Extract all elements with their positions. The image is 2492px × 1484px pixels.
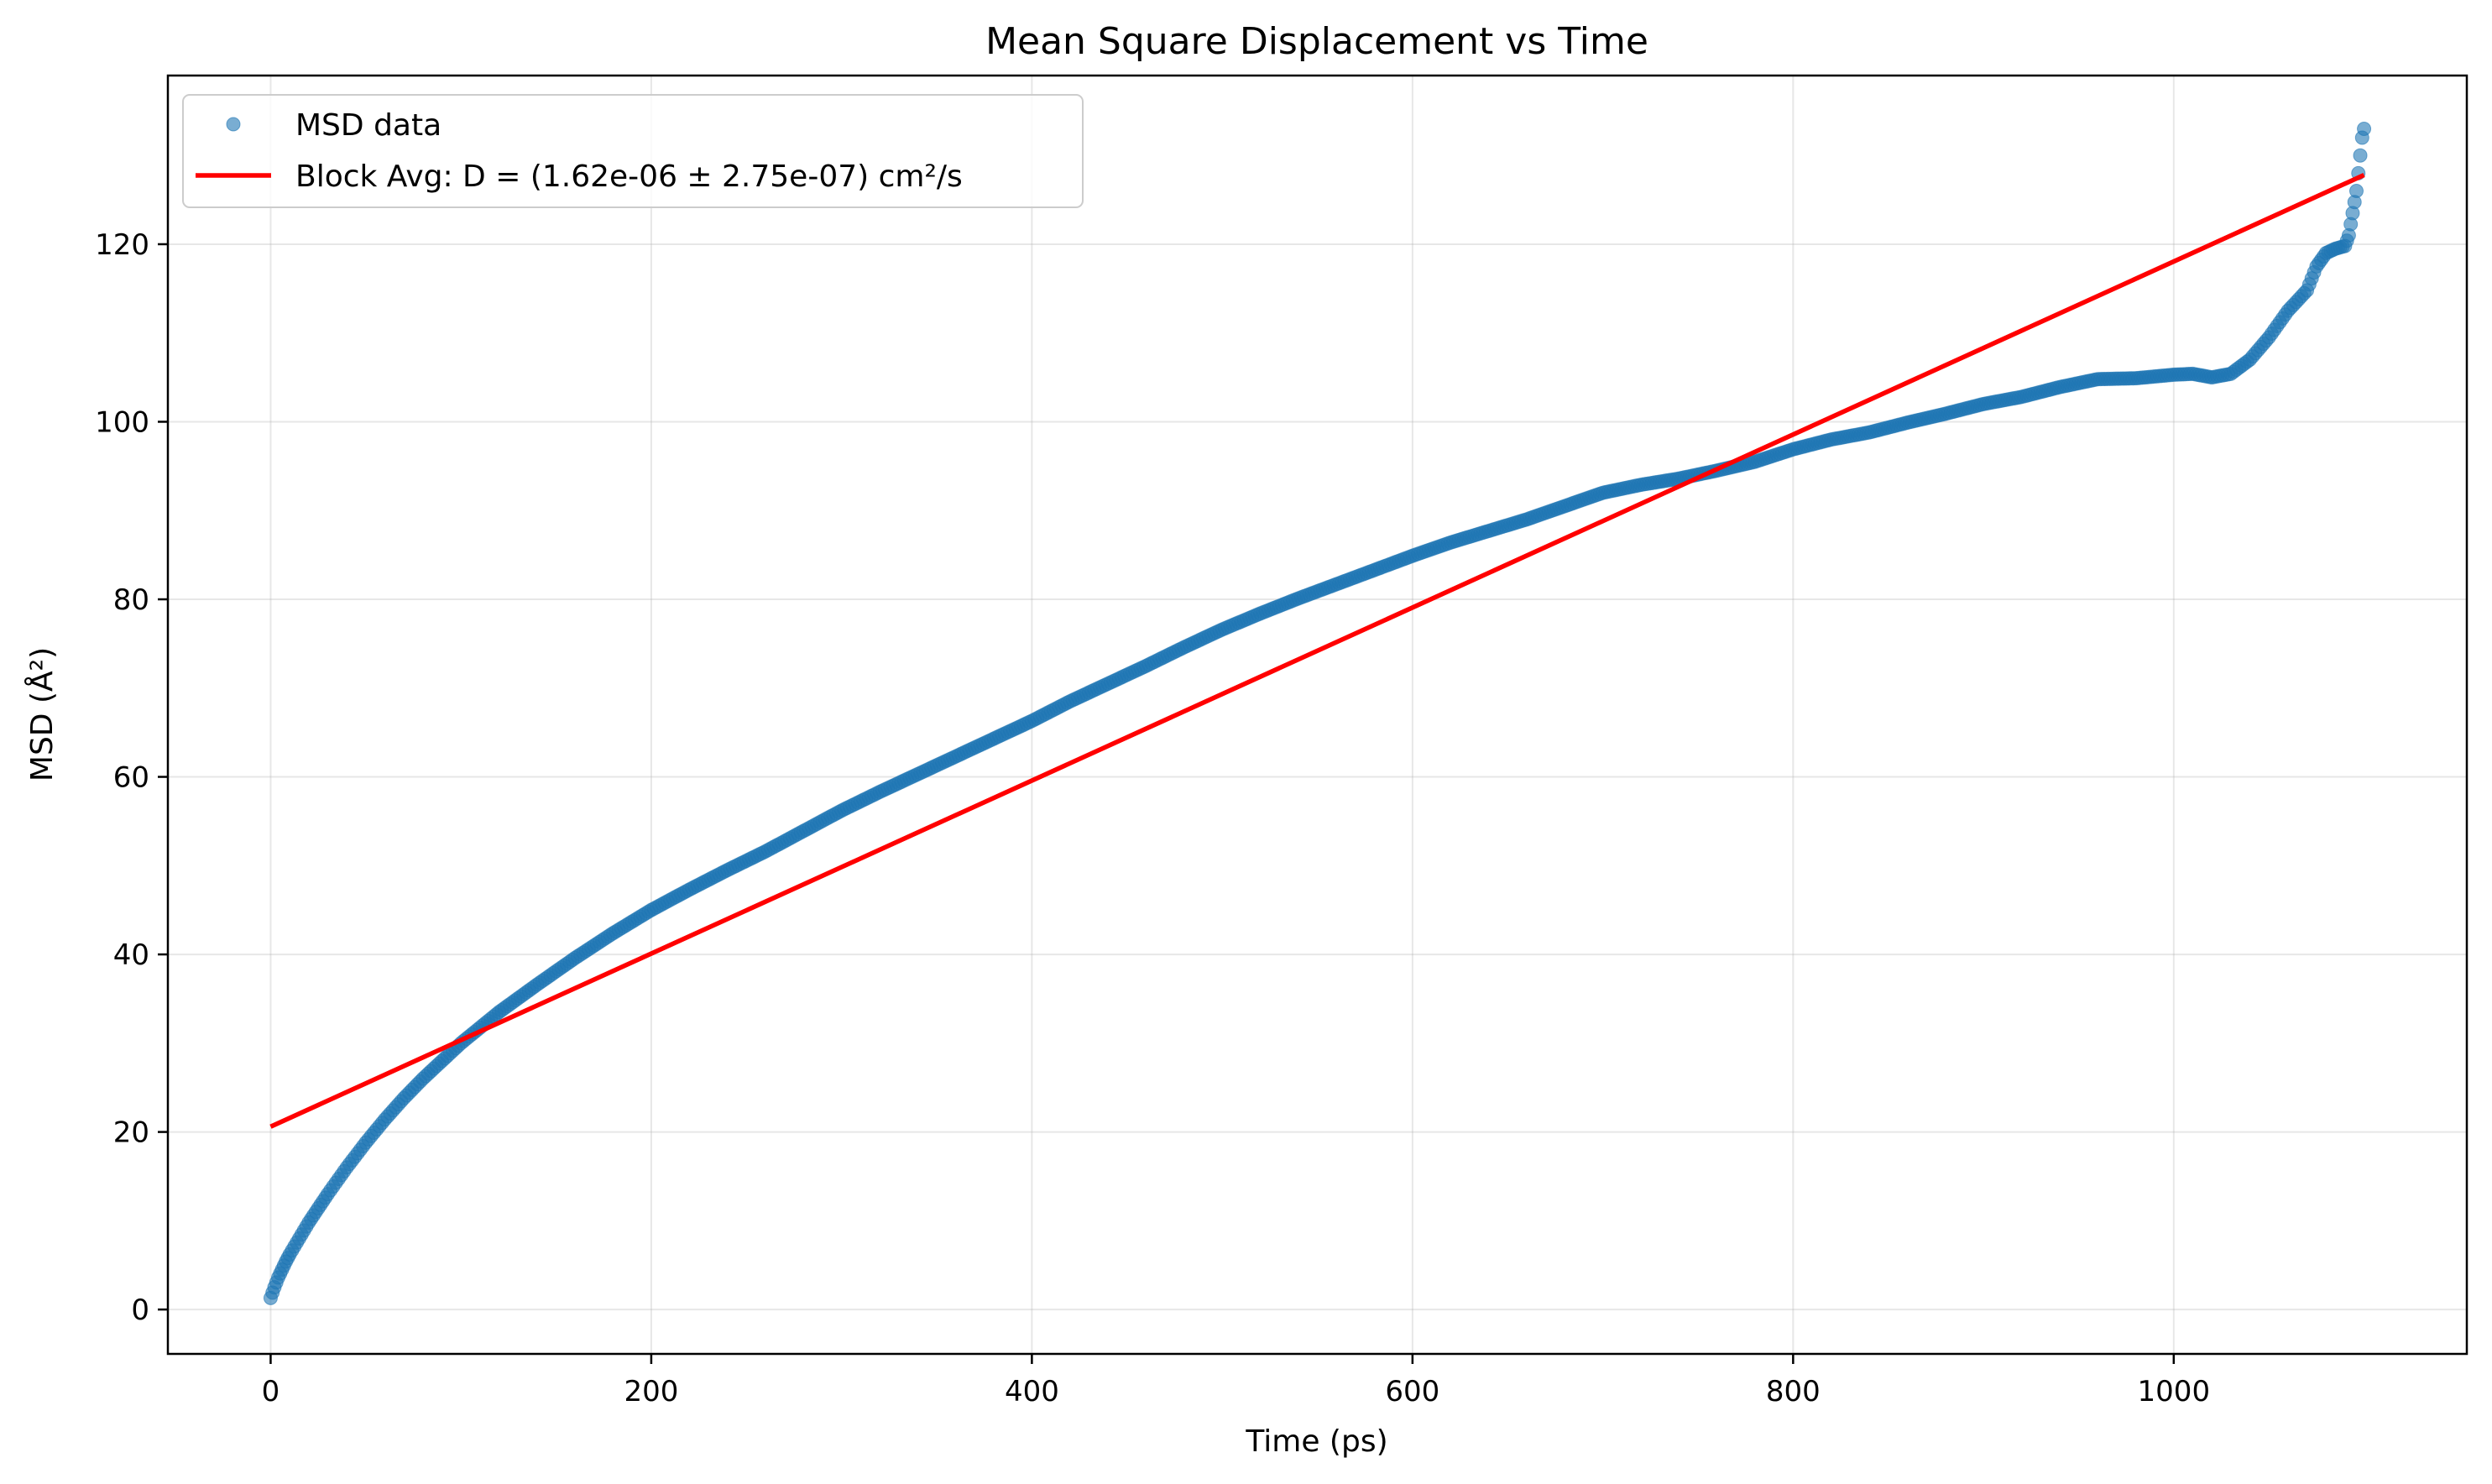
block-average-fit-line (269, 172, 2365, 1129)
x-tick-label: 400 (1005, 1375, 1059, 1408)
msd-data-point (2353, 148, 2368, 163)
x-tick-label: 0 (262, 1375, 280, 1408)
y-tick-label: 20 (113, 1116, 149, 1150)
x-tick-label: 600 (1385, 1375, 1439, 1408)
x-tick-label: 800 (1766, 1375, 1821, 1408)
y-tick-label: 60 (113, 761, 149, 795)
y-tick-label: 40 (113, 938, 149, 972)
axis-ticks: 0 200 400 600 800 1000 0 20 40 60 80 100 120 (95, 228, 2210, 1408)
chart-title: Mean Square Displacement vs Time (985, 20, 1648, 63)
grid (168, 76, 2467, 1354)
x-axis-label: Time (ps) (1245, 1424, 1387, 1459)
legend: MSD data Block Avg: D = (1.62e-06 ± 2.75… (182, 94, 1084, 208)
y-tick-label: 80 (113, 583, 149, 617)
msd-data-point (2357, 121, 2372, 136)
x-tick-label: 200 (624, 1375, 678, 1408)
plot-frame (166, 74, 2468, 1356)
legend-label-fit-line: Block Avg: D = (1.62e-06 ± 2.75e-07) cm²… (295, 159, 963, 194)
y-axis-label: MSD (Å²) (24, 647, 60, 781)
x-tick-label: 1000 (2138, 1375, 2211, 1408)
msd-data-point (2348, 183, 2364, 198)
legend-marker-msd-data (226, 117, 241, 132)
y-tick-label: 100 (95, 405, 149, 439)
y-tick-label: 0 (131, 1293, 149, 1327)
plot-marks (263, 121, 2372, 1305)
legend-box (182, 94, 1084, 208)
y-tick-label: 120 (95, 228, 149, 262)
legend-label-msd-data: MSD data (295, 108, 441, 143)
